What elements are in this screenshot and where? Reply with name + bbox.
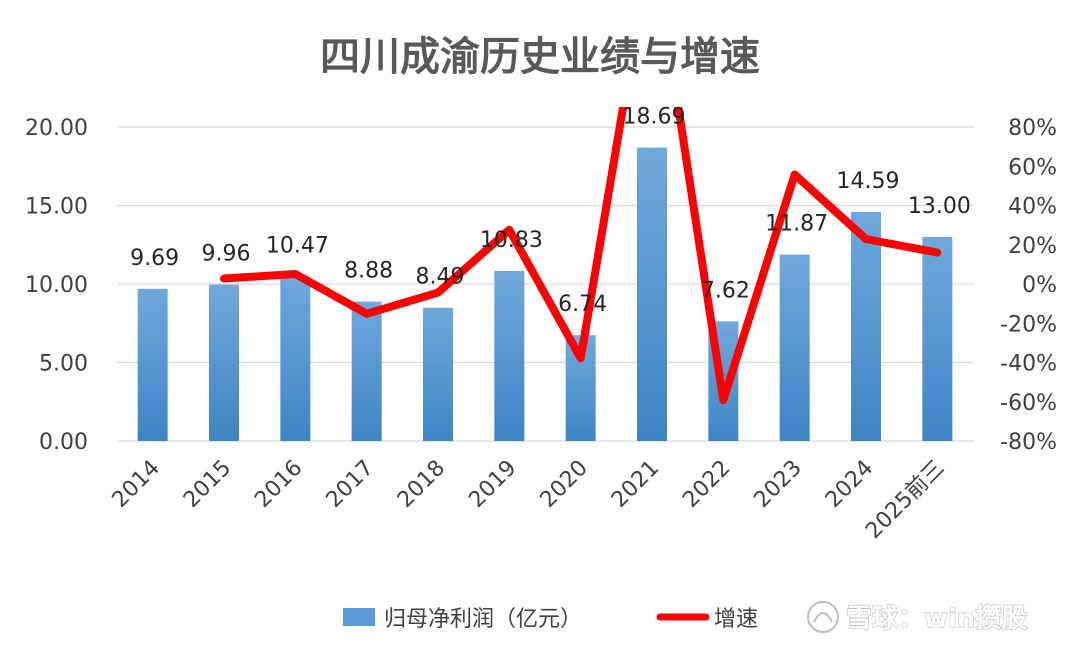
legend: 归母净利润（亿元） 增速 (343, 607, 758, 632)
bar (637, 147, 667, 441)
data-label: 6.74 (558, 292, 607, 317)
data-label: 18.69 (623, 105, 686, 130)
bar (209, 284, 239, 441)
line-series (220, 107, 942, 405)
data-label: 8.88 (344, 259, 393, 284)
x-tick-label: 2022 (678, 456, 735, 513)
legend-label-bar: 归母净利润（亿元） (384, 607, 582, 632)
y-right-tick-label: -80% (1000, 430, 1057, 455)
legend-label-line: 增速 (714, 607, 758, 632)
x-tick-label: 2019 (464, 456, 521, 513)
x-tick-label: 2020 (536, 456, 593, 513)
data-label: 14.59 (837, 169, 900, 194)
data-labels: 9.69 9.96 10.47 8.88 8.49 10.83 6.74 18.69 7.62 1… (130, 105, 971, 318)
y-left-tick-label: 10.00 (25, 273, 88, 298)
y-right-tick-label: 0% (1022, 273, 1057, 298)
legend-swatch-bar (343, 608, 375, 626)
bar-series (137, 147, 953, 441)
y-axis-right: -80% -60% -40% -20% 0% 20% 40% 60% 80% (1000, 116, 1057, 455)
data-label: 13.00 (908, 194, 971, 219)
growth-line (220, 107, 942, 405)
data-label: 11.87 (765, 212, 828, 237)
y-right-tick-label: 20% (1008, 234, 1057, 259)
y-left-tick-label: 20.00 (25, 116, 88, 141)
y-right-tick-label: -20% (1000, 312, 1057, 337)
y-right-tick-label: 80% (1008, 116, 1057, 141)
x-tick-label: 2015 (179, 456, 236, 513)
data-label: 9.69 (130, 246, 179, 271)
bar (851, 211, 881, 441)
data-label: 7.62 (701, 278, 750, 303)
data-label: 8.49 (416, 265, 465, 290)
data-label: 10.47 (266, 234, 329, 259)
y-right-tick-label: 60% (1008, 155, 1057, 180)
x-tick-label: 2021 (607, 456, 664, 513)
bar (922, 236, 953, 441)
bar (137, 288, 168, 441)
x-tick-label: 2014 (108, 456, 165, 513)
data-label: 9.96 (202, 242, 251, 267)
bar (351, 301, 382, 441)
watermark: 雪球：win攒股 (807, 601, 1028, 635)
x-tick-label: 2024 (821, 456, 878, 513)
x-tick-label: 2018 (393, 456, 450, 513)
bar (280, 276, 311, 441)
y-left-tick-label: 0.00 (39, 430, 88, 455)
x-axis: 2014 2015 2016 2017 2018 2019 2020 2021 2022 2023… (108, 456, 950, 544)
bar (779, 254, 810, 441)
x-tick-label: 2023 (750, 456, 807, 513)
chart-title: 四川成渝历史业绩与增速 (320, 34, 760, 80)
y-right-tick-label: 40% (1008, 195, 1057, 220)
y-left-tick-label: 5.00 (39, 352, 88, 377)
snowball-logo-icon (807, 601, 839, 633)
x-tick-label: 2025前三 (861, 456, 949, 544)
y-left-tick-label: 15.00 (25, 195, 88, 220)
data-label: 10.83 (480, 228, 543, 253)
y-right-tick-label: -60% (1000, 391, 1057, 416)
y-axis-left: 0.00 5.00 10.00 15.00 20.00 (25, 116, 88, 455)
x-tick-label: 2017 (322, 456, 379, 513)
bar (423, 307, 453, 441)
bar (494, 270, 525, 441)
x-tick-label: 2016 (250, 456, 307, 513)
watermark-text: 雪球：win攒股 (846, 604, 1027, 634)
y-right-tick-label: -40% (1000, 352, 1057, 377)
